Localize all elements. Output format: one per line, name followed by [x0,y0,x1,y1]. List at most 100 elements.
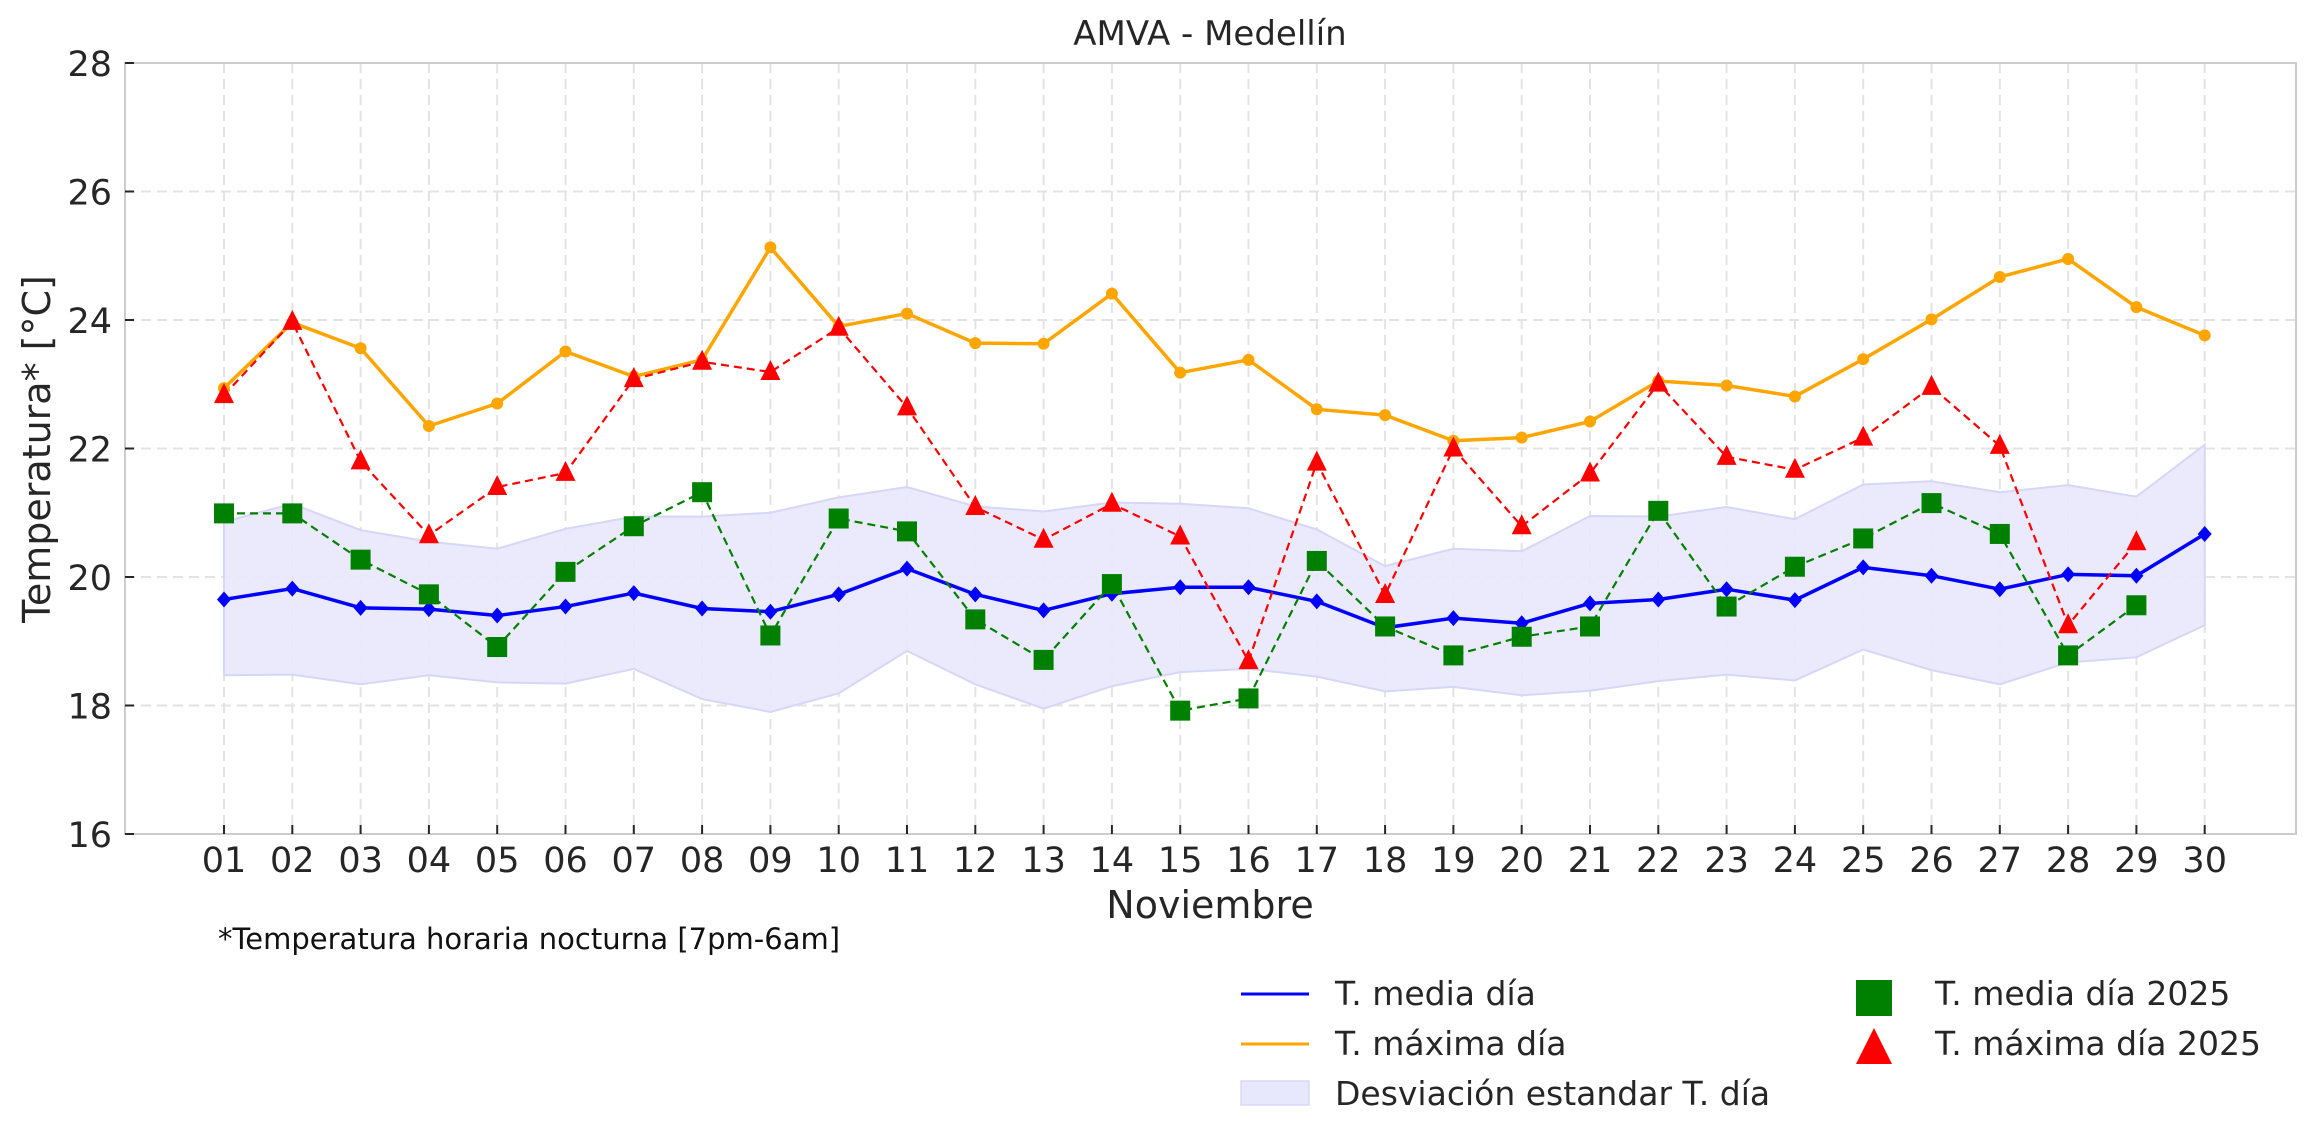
x-tick-label: 01 [202,841,247,881]
y-tick-label: 16 [67,816,112,856]
max-temp-point [1584,415,1596,428]
mean-temp-point [900,560,914,577]
x-tick-label: 26 [1909,841,1954,881]
mean-2025-point [1716,596,1737,617]
chart-title: AMVA - Medellín [1073,14,1346,54]
max-temp-point [1993,270,2006,283]
legend: T. media día T. máxima día Desviación es… [1240,974,2261,1113]
mean-2025-point [1784,556,1805,577]
mean-2025-point [692,482,713,503]
mean-temp-point [2129,567,2144,584]
x-tick-label: 03 [338,841,383,881]
axis-ticks: 01 02 03 04 05 06 07 08 09 10 11 12 13 14 15 16 17 18 19 20… [67,45,2227,881]
y-tick-label: 28 [67,45,112,85]
mean-temp-point [2061,566,2076,583]
mean-2025-point [350,549,371,570]
legend-label-std: Desviación estandar T. día [1335,1074,1770,1113]
y-axis-label: Temperatura* [°C] [15,275,59,624]
x-tick-label: 06 [543,841,588,881]
y-tick-label: 24 [67,302,112,342]
max-2025-point [1170,524,1191,545]
y-tick-label: 20 [67,559,112,599]
mean-2025-point [1170,700,1191,721]
max-temp-point [1310,403,1323,416]
mean-2025-point [897,521,917,542]
max-temp-point [354,342,367,355]
max-temp-point [764,241,777,254]
legend-swatch-mean-2025 [1856,980,1892,1016]
mean-2025-point [1921,493,1942,514]
max-2025-point [350,449,371,470]
max-2025-point [1648,371,1669,392]
max-2025-point [282,309,303,330]
mean-2025-point [2058,645,2079,666]
mean-2025-point [418,584,439,605]
mean-temp-point [763,603,778,620]
max-temp-point [901,307,913,320]
x-tick-label: 20 [1499,841,1544,881]
x-tick-label: 27 [1978,841,2023,881]
mean-temp-point [1173,579,1188,596]
mean-2025-point [1033,649,1054,670]
x-tick-label: 12 [953,841,998,881]
x-tick-label: 29 [2114,841,2159,881]
mean-2025-point [965,609,986,630]
mean-temp-point [1446,610,1461,627]
mean-temp-point [421,601,436,618]
max-2025-point [487,475,508,496]
x-tick-label: 28 [2046,841,2091,881]
max-2025-point [418,523,439,544]
x-axis-label: Noviembre [1106,883,1313,927]
mean-temp-point [285,580,300,597]
mean-temp-point [1241,579,1256,596]
max-temp-point [1857,353,1870,366]
x-tick-label: 25 [1841,841,1886,881]
mean-2025-point [623,516,644,537]
mean-temp-point [1036,602,1051,619]
max-temp-point [1105,287,1118,300]
max-2025-point [1989,433,2010,454]
x-tick-label: 19 [1431,841,1476,881]
legend-label-mean: T. media día [1334,974,1536,1013]
x-tick-label: 13 [1021,841,1066,881]
mean-temp-line [223,532,2206,630]
mean-2025-point [1853,528,1874,549]
max-2025-point [1716,444,1737,465]
mean-2025-point [1989,523,2010,544]
mean-2025-point [1443,645,1464,666]
max-2025-point [692,349,713,370]
x-tick-label: 11 [885,841,930,881]
max-temp-point [422,420,435,433]
footnote: *Temperatura horaria nocturna [7pm-6am] [218,922,840,956]
x-tick-label: 24 [1773,841,1818,881]
mean-2025-point [828,508,849,529]
std-dev-band [223,442,2206,713]
mean-temp-point [831,586,846,603]
x-tick-label: 10 [816,841,861,881]
max-2025-point [1443,436,1464,457]
x-tick-label: 07 [612,841,657,881]
max-2025-point [1511,514,1532,535]
mean-2025-point [487,637,508,658]
mean-temp-point [626,585,641,602]
mean-2025-point [760,625,781,646]
mean-temp-point [353,599,368,616]
x-tick-label: 09 [748,841,793,881]
max-2025-point [1580,461,1600,482]
max-temp-point [2198,329,2211,342]
max-2025-point [623,367,644,388]
max-temp-point [1174,366,1187,379]
mean-2025-point [1648,500,1669,521]
series-markers [214,241,2212,721]
std-dev-area [223,442,2206,713]
mean-temp-point [1583,595,1597,612]
max-2025-point [1033,527,1054,548]
max-2025-point [897,395,917,416]
mean-temp-point [968,586,983,603]
max-temp-point [1379,409,1392,422]
x-tick-label: 04 [407,841,452,881]
max-2025-point [1784,457,1805,478]
max-temp-line [222,245,2206,443]
max-temp-point [1720,379,1733,392]
max-temp-point [1242,353,1255,366]
